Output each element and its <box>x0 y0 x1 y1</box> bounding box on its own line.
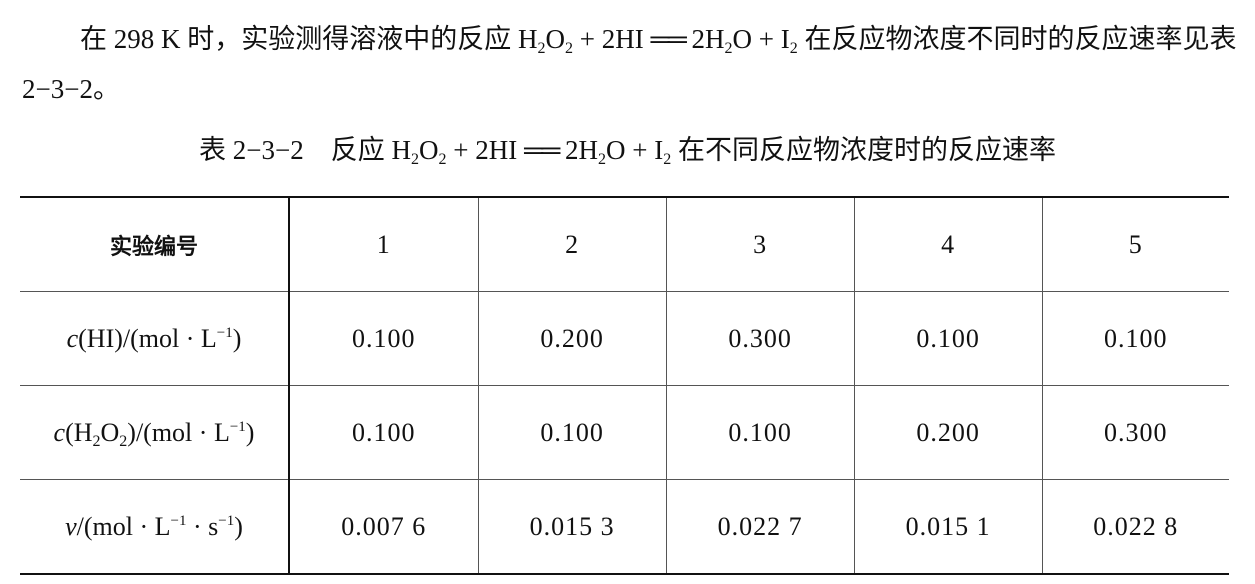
text-segment: 2H <box>558 135 598 165</box>
subscript: 2 <box>411 151 419 168</box>
text-segment: /(mol · L <box>76 511 171 541</box>
text-segment: 实验编号 <box>109 234 198 260</box>
table-cell: 0.200 <box>853 385 1043 480</box>
subscript: 2 <box>438 151 447 168</box>
table-cell: 0.200 <box>477 291 667 386</box>
table-cell: 0.100 <box>477 385 667 480</box>
subscript: 2 <box>789 40 798 57</box>
text-segment: O <box>419 135 439 165</box>
row-label: c(H2O2)/(mol · L−1) <box>20 385 290 480</box>
table-row: c(HI)/(mol · L−1) 0.100 0.200 0.300 0.100 0.1… <box>20 291 1229 386</box>
text-segment: v <box>65 511 77 541</box>
table-cell: 0.300 <box>665 291 855 386</box>
table-cell: 0.022 8 <box>1041 479 1229 574</box>
table-row: v/(mol · L−1 · s−1) 0.007 6 0.015 3 0.022 7… <box>20 479 1229 574</box>
subscript: 2 <box>92 432 101 450</box>
table-cell: 0.100 <box>665 385 855 480</box>
text-segment: ) <box>232 323 242 353</box>
text-segment: O <box>545 24 566 54</box>
text-segment: 2H <box>684 24 725 54</box>
table-cell: 0.100 <box>1041 291 1229 386</box>
text-segment: (H <box>65 417 93 447</box>
table-cell: 0.015 3 <box>477 479 667 574</box>
row-label: 实验编号 <box>20 197 290 292</box>
reaction-rate-table: 实验编号 1 2 3 4 5 c(HI)/(mol · L−1) 0.100 0.200 0.30… <box>20 196 1229 575</box>
superscript: −1 <box>229 418 246 435</box>
experiment-number: 1 <box>288 197 479 292</box>
text-segment: O + I <box>732 24 790 54</box>
subscript: 2 <box>597 151 606 168</box>
text-segment: 在反应物浓度不同时的反应速率见表 2−3−2。 <box>22 24 1237 104</box>
table-cell: 0.100 <box>853 291 1043 386</box>
table-cell: 0.100 <box>288 385 479 480</box>
text-segment: + 2HI <box>573 24 651 54</box>
text-segment: O <box>100 417 120 447</box>
text-segment: · s <box>186 511 219 541</box>
table-cell: 0.100 <box>288 291 479 386</box>
intro-text: 在 298 K 时，实验测得溶液中的反应 H2O2 + 2HI ══ 2H2O … <box>22 24 1236 104</box>
subscript: 2 <box>119 432 128 450</box>
table-cell: 0.007 6 <box>288 479 479 574</box>
text-segment: 表 2−3−2 反应 H <box>199 135 411 165</box>
subscript: 2 <box>724 40 733 57</box>
text-segment: ══ <box>523 135 560 165</box>
text-segment: 在 298 K 时，实验测得溶液中的反应 H <box>80 24 538 54</box>
table-cell: 0.300 <box>1041 385 1229 480</box>
experiment-number: 4 <box>853 197 1043 292</box>
row-label: c(HI)/(mol · L−1) <box>20 291 290 386</box>
text-segment: c <box>66 323 79 353</box>
subscript: 2 <box>663 151 672 168</box>
text-segment: ) <box>234 511 243 541</box>
table-header-row: 实验编号 1 2 3 4 5 <box>20 197 1229 292</box>
table-cell: 0.022 7 <box>665 479 855 574</box>
text-segment: + 2HI <box>446 135 524 165</box>
experiment-number: 3 <box>665 197 855 292</box>
text-segment: (HI)/(mol · L <box>78 323 217 353</box>
superscript: −1 <box>170 512 187 529</box>
table-caption: 表 2−3−2 反应 H2O2 + 2HI ══ 2H2O + I2 在不同反应… <box>0 130 1255 170</box>
superscript: −1 <box>216 324 233 341</box>
text-segment: O + I <box>605 135 664 165</box>
superscript: −1 <box>218 512 235 529</box>
subscript: 2 <box>537 40 546 57</box>
experiment-number: 5 <box>1041 197 1229 292</box>
experiment-number: 2 <box>477 197 667 292</box>
text-segment: )/(mol · L <box>127 417 230 447</box>
row-label: v/(mol · L−1 · s−1) <box>20 479 290 574</box>
text-segment: ══ <box>650 24 686 54</box>
text-segment: ) <box>245 417 255 447</box>
text-segment: c <box>53 417 66 447</box>
subscript: 2 <box>565 40 573 57</box>
table-row: c(H2O2)/(mol · L−1) 0.100 0.100 0.100 0.200 0… <box>20 385 1229 480</box>
text-segment: 在不同反应物浓度时的反应速率 <box>671 135 1056 165</box>
table-cell: 0.015 1 <box>853 479 1043 574</box>
intro-paragraph: 在 298 K 时，实验测得溶液中的反应 H2O2 + 2HI ══ 2H2O … <box>22 14 1237 114</box>
